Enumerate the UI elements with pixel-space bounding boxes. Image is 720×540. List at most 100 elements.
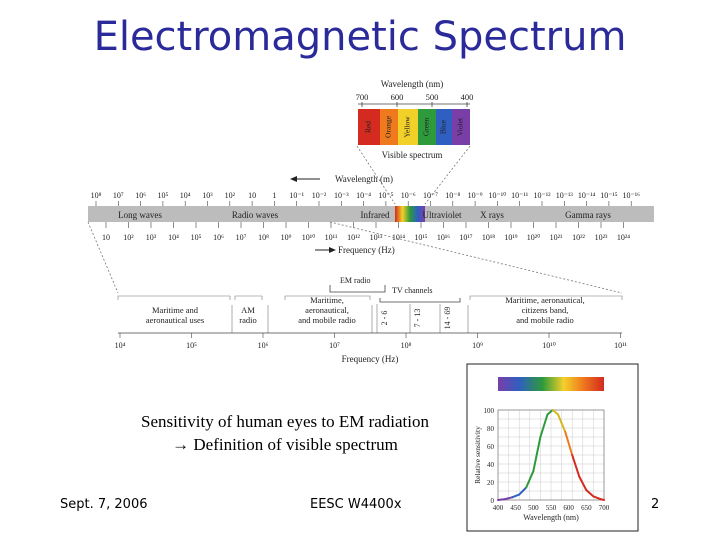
frequency-tick-label: 10⁷ — [236, 233, 247, 242]
sensitivity-chart-frame — [466, 363, 639, 532]
frequency-ticks: 10 10² 10³ 10⁴ 10⁵ 10⁶ 10⁷ 10⁸ 10⁹ 10¹⁰ 10¹¹ 10¹² 10… — [102, 222, 630, 242]
sensitivity-curve-segment — [539, 413, 549, 438]
frequency-tick-label: 10²³ — [595, 233, 608, 242]
wavelength-tick-label: 10⁻⁸ — [445, 191, 460, 200]
tv-channels-bracket — [379, 298, 461, 303]
wavelength-tick-label: 10² — [225, 191, 236, 200]
frequency-tick-label: 10¹⁹ — [504, 233, 517, 242]
wavelength-tick-label: 10⁻¹⁴ — [578, 191, 596, 200]
wavelength-ticks: 10⁸ 10⁷ 10⁶ 10⁵ 10⁴ 10³ 10² 10 1 10⁻¹ 10⁻² 10⁻³ 10⁻⁴… — [91, 191, 640, 206]
visible-band-label: Green — [422, 118, 431, 137]
frequency-tick-label: 10²⁴ — [617, 233, 630, 242]
wavelength-tick-label: 10⁻¹⁶ — [622, 191, 640, 200]
sensitivity-curve-segment — [546, 409, 554, 416]
sensitivity-curve-segment — [504, 496, 514, 501]
wavelength-tick-label: 10⁻³ — [334, 191, 349, 200]
frequency-tick-label: 10¹¹ — [325, 233, 338, 242]
radio-use-label: and mobile radio — [298, 315, 356, 325]
radio-group-bracket — [234, 295, 263, 300]
radio-use-label: and mobile radio — [516, 315, 574, 325]
visible-tick-label: 600 — [391, 92, 404, 102]
spectrum-band-label: Gamma rays — [565, 210, 611, 220]
frequency-axis-title: Frequency (Hz) — [338, 245, 395, 255]
tv-channel-range: 7 - 13 — [413, 309, 422, 328]
wavelength-tick-label: 10³ — [202, 191, 213, 200]
sensitivity-curve-segment — [599, 498, 605, 501]
sensitivity-curve-segment — [551, 409, 560, 416]
radio-use-label: AM — [241, 305, 255, 315]
visible-color-bands: Red Orange Yellow Green Blue Violet — [358, 109, 470, 145]
chart-y-axis-label: Relative sensitivity — [473, 426, 482, 484]
em-radio-bracket — [329, 285, 386, 293]
wavelength-tick-label: 10⁻⁹ — [468, 191, 483, 200]
radio-frequency-title: Frequency (Hz) — [342, 354, 399, 364]
visible-band-swatch — [358, 109, 380, 145]
radio-tick-label: 10⁷ — [329, 341, 340, 350]
radio-use-label: Maritime and — [152, 305, 199, 315]
tv-channel-range: 2 - 6 — [380, 311, 389, 326]
spectrum-band-label: Ultraviolet — [423, 210, 462, 220]
sensitivity-curve-segment — [532, 436, 542, 473]
wavelength-tick-label: 10⁻⁴ — [356, 191, 371, 200]
radio-frequency-ticks: 10⁴ 10⁵ 10⁶ 10⁷ 10⁸ 10⁹ 10¹⁰ 10¹¹ — [115, 333, 628, 350]
radio-tick-label: 10⁹ — [472, 341, 483, 350]
sensitivity-curve-segment — [518, 486, 528, 496]
sensitivity-curve-segment — [585, 489, 595, 498]
radio-use-label: Maritime, — [310, 295, 344, 305]
frequency-tick-label: 10⁸ — [258, 233, 269, 242]
chart-y-tick-label: 80 — [487, 425, 495, 433]
frequency-tick-label: 10⁴ — [168, 233, 179, 242]
sensitivity-chart: 0 20 40 60 80 100 400 450 500 550 600 650 700 Wavelen… — [473, 407, 610, 522]
wavelength-tick-label: 10⁴ — [180, 191, 191, 200]
visible-band-swatch — [380, 109, 398, 145]
radio-use-label: Maritime, aeronautical, — [505, 295, 585, 305]
wavelength-tick-label: 10⁻⁵ — [378, 191, 393, 200]
visible-band-label: Blue — [439, 119, 448, 134]
visible-band-label: Violet — [456, 117, 465, 136]
radio-tick-label: 10¹¹ — [614, 341, 627, 350]
wavelength-tick-label: 10⁻² — [312, 191, 327, 200]
footer-course: EESC W4400x — [310, 497, 402, 512]
spectrum-band-label: Infrared — [361, 210, 390, 220]
chart-y-tick-label: 20 — [487, 479, 495, 487]
sensitivity-curve-segment — [578, 475, 588, 492]
spectrum-band-labels: Long waves Radio waves Infrared Ultraviolet… — [118, 210, 611, 220]
wavelength-tick-label: 10⁻¹⁰ — [488, 191, 506, 200]
visible-band-label: Yellow — [403, 116, 412, 138]
visible-spectrum-label: Visible spectrum — [382, 150, 443, 160]
sensitivity-curve-segment — [557, 413, 567, 433]
visible-band-swatch — [398, 109, 418, 145]
visible-band-label: Orange — [384, 115, 393, 138]
chart-y-tick-label: 60 — [487, 443, 495, 451]
radio-use-label: aeronautical, — [305, 305, 349, 315]
wavelength-tick-label: 10⁻¹ — [289, 191, 304, 200]
radio-use-label: citizens band, — [522, 305, 569, 315]
sensitivity-curve-segment — [497, 498, 507, 501]
sensitivity-color-strip — [498, 377, 604, 391]
radio-tick-label: 10¹⁰ — [542, 341, 556, 350]
tv-channel-range: 14 - 69 — [443, 307, 452, 330]
sensitivity-curve-segment — [525, 470, 535, 489]
tv-channels-label: TV channels — [392, 286, 433, 295]
frequency-tick-label: 10² — [123, 233, 134, 242]
visible-band-swatch — [452, 109, 470, 145]
wavelength-tick-label: 10⁻⁶ — [401, 191, 416, 200]
chart-y-tick-label: 100 — [484, 407, 495, 415]
radio-tick-label: 10⁵ — [186, 341, 197, 350]
frequency-tick-label: 10¹⁶ — [437, 233, 450, 242]
chart-y-tick-label: 0 — [491, 497, 495, 505]
wavelength-tick-label: 10⁻¹³ — [556, 191, 574, 200]
radio-group-bracket — [469, 295, 623, 300]
frequency-tick-label: 10¹⁰ — [302, 233, 316, 242]
frequency-tick-label: 10³ — [146, 233, 157, 242]
spectrum-band-bar — [88, 206, 654, 222]
frequency-tick-label: 10⁶ — [213, 233, 224, 242]
page-number: 2 — [651, 497, 660, 512]
wavelength-tick-label: 10 — [248, 191, 256, 200]
caption: Sensitivity of human eyes to EM radiatio… — [100, 410, 470, 456]
frequency-tick-label: 10²⁰ — [527, 233, 541, 242]
radio-tick-label: 10⁶ — [258, 341, 269, 350]
frequency-tick-label: 10²² — [572, 233, 585, 242]
chart-x-tick-label: 450 — [510, 504, 521, 512]
